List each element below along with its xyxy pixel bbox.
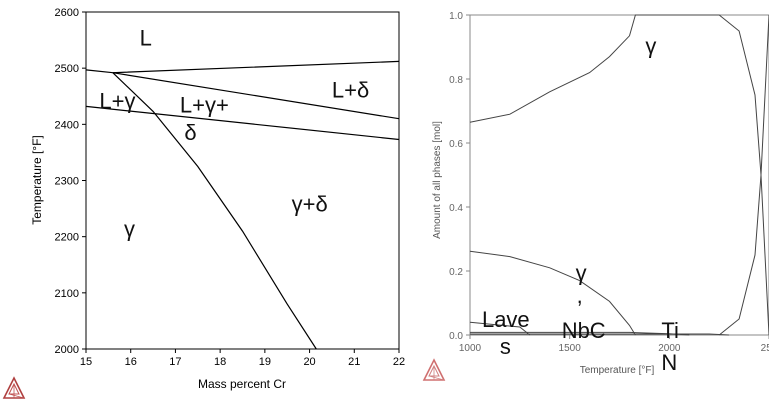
- left-series-boundary-3: [112, 72, 317, 350]
- left-x-tick-label: 22: [393, 356, 405, 368]
- left-x-tick-label: 20: [303, 356, 315, 368]
- left-region-label: δ: [184, 120, 196, 145]
- right-x-tick-label: 1500: [559, 343, 582, 354]
- left-region-label: L+γ: [99, 89, 135, 114]
- right-x-tick-label: 250: [761, 343, 769, 354]
- left-x-tick-label: 17: [169, 356, 181, 368]
- right-y-tick-label: 0.0: [449, 331, 463, 342]
- phase-fraction-right: 1000 1500 2000 250 0.0 0.2 0.4 0.6 0.8 1.0 γ γ, Lav…: [432, 11, 769, 376]
- left-series-boundary-2: [85, 105, 400, 141]
- left-region-labels: L L+δ L+γ L+γ+δ γ γ+δ: [99, 26, 369, 242]
- left-ticks: 15 16 17 18 19 20 21 22 2000 2100 2200 2300 2400 2500…: [55, 7, 406, 368]
- right-y-tick-label: 0.6: [449, 139, 463, 150]
- phase-diagram-left: 15 16 17 18 19 20 21 22 2000 2100 2200 2300 2400 2500…: [30, 7, 405, 391]
- right-series-: [469, 250, 636, 336]
- left-y-axis-label: Temperature [°F]: [30, 135, 44, 225]
- left-x-tick-label: 16: [125, 356, 137, 368]
- left-x-tick-label: 15: [80, 356, 92, 368]
- right-region-label: γ: [576, 261, 587, 286]
- left-region-label: L+γ+: [180, 93, 229, 118]
- right-region-label: N: [661, 350, 677, 375]
- left-series-boundary-0: [85, 60, 400, 74]
- left-y-tick-label: 2600: [55, 7, 79, 19]
- left-x-tick-label: 21: [348, 356, 360, 368]
- right-region-label: Lave: [482, 307, 530, 332]
- left-series-boundary-1: [112, 72, 400, 120]
- right-x-axis-label: Temperature [°F]: [580, 365, 655, 376]
- left-region-label: L: [140, 26, 152, 51]
- right-y-tick-label: 0.4: [449, 203, 463, 214]
- left-y-tick-label: 2200: [55, 232, 79, 244]
- left-y-tick-label: 2400: [55, 119, 79, 131]
- right-y-tick-label: 0.2: [449, 267, 463, 278]
- left-lines: [85, 60, 400, 350]
- right-series-tin: [470, 333, 730, 336]
- right-y-axis-label: Amount of all phases [mol]: [432, 121, 443, 239]
- right-region-label: γ: [645, 33, 656, 58]
- left-y-tick-label: 2300: [55, 176, 79, 188]
- left-x-tick-label: 19: [259, 356, 271, 368]
- left-region-label: L+δ: [332, 77, 369, 102]
- left-region-label: γ+δ: [292, 191, 328, 216]
- right-x-tick-label: 1000: [459, 343, 482, 354]
- right-series-: [469, 14, 769, 336]
- right-region-label: ,: [577, 283, 583, 308]
- right-x-tick-label: 2000: [658, 343, 681, 354]
- thermocalc-logo-right: [422, 358, 446, 381]
- right-y-tick-label: 1.0: [449, 11, 463, 22]
- left-y-tick-label: 2100: [55, 288, 79, 300]
- right-plot-frame: [469, 14, 769, 336]
- left-region-label: γ: [124, 217, 135, 242]
- left-y-tick-label: 2500: [55, 63, 79, 75]
- left-y-tick-label: 2000: [55, 344, 79, 356]
- right-ticks: 1000 1500 2000 250 0.0 0.2 0.4 0.6 0.8 1.0: [449, 11, 769, 354]
- left-x-tick-label: 18: [214, 356, 226, 368]
- right-series-l: [718, 14, 769, 336]
- right-region-label: Ti: [661, 318, 679, 343]
- thermocalc-logo-left: [2, 376, 26, 399]
- right-lines: [469, 14, 769, 336]
- right-region-label: NbC: [562, 318, 606, 343]
- left-x-axis-label: Mass percent Cr: [198, 377, 286, 391]
- left-plot-frame: [85, 11, 400, 350]
- right-region-label: s: [500, 334, 511, 359]
- right-y-tick-label: 0.8: [449, 75, 463, 86]
